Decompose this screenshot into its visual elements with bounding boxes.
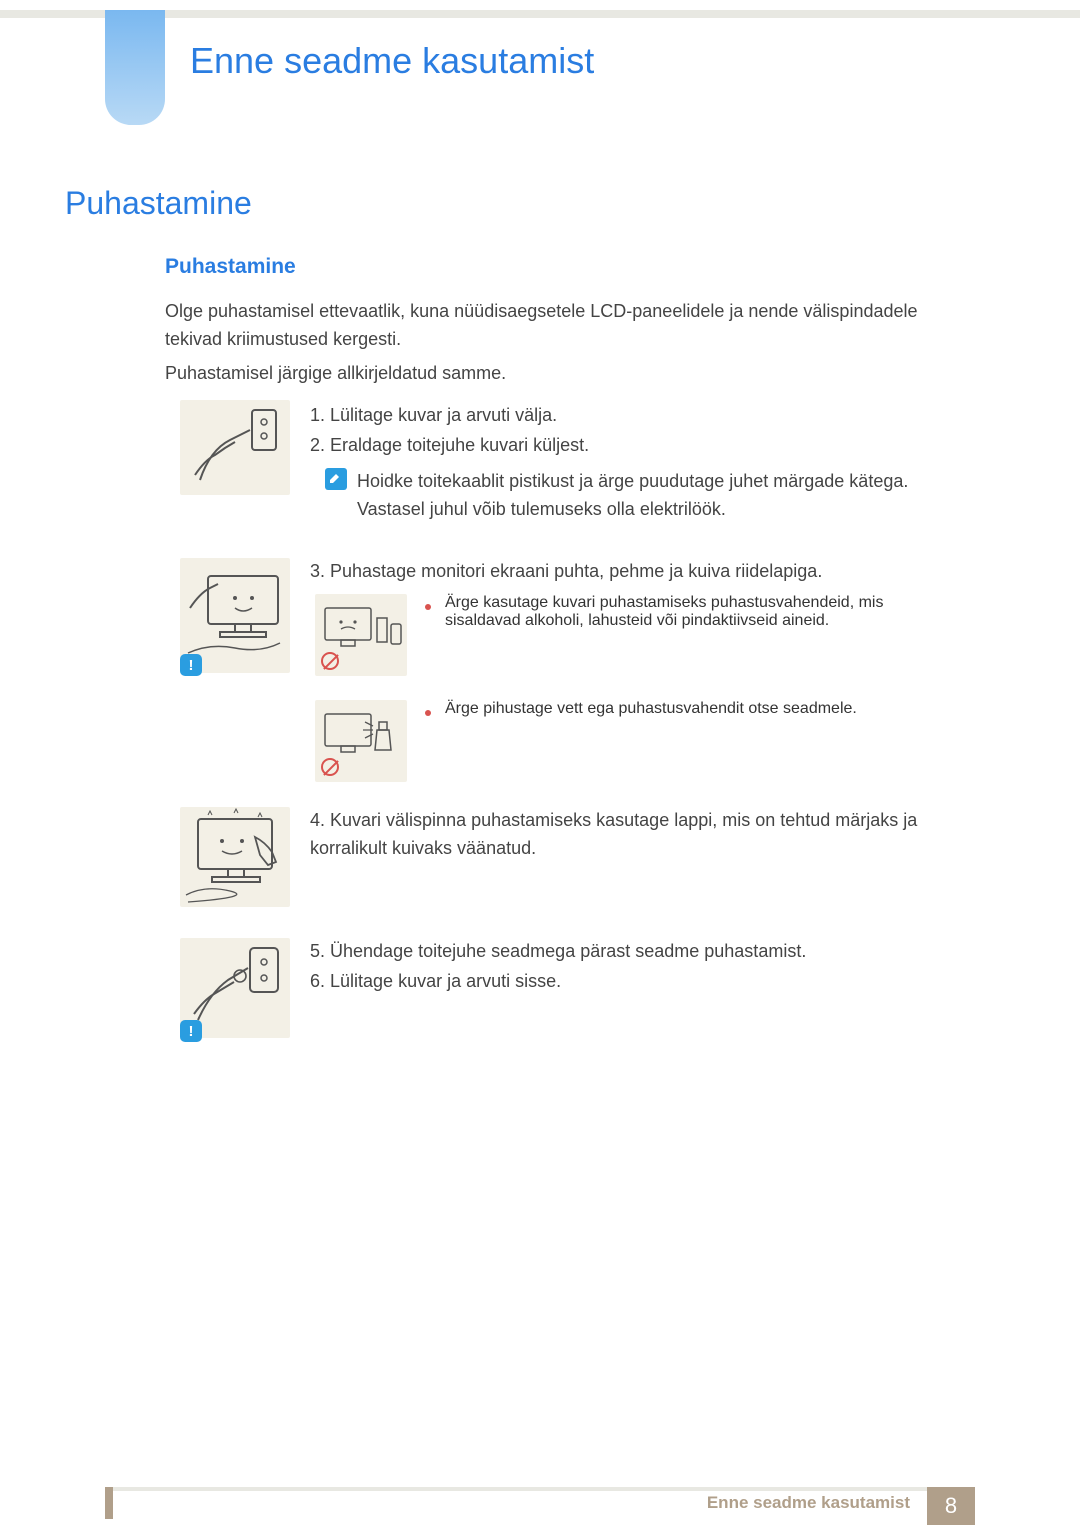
bullet-dot: [425, 604, 431, 610]
prohibited-icon: [321, 652, 339, 670]
step-6: 6. Lülitage kuvar ja arvuti sisse.: [310, 968, 950, 996]
footer-text: Enne seadme kasutamist: [707, 1493, 910, 1513]
footer-tab: [105, 1487, 113, 1519]
step-4: 4. Kuvari välispinna puhastamiseks kasut…: [310, 807, 950, 863]
bullet-dot: [425, 710, 431, 716]
intro-paragraph-1: Olge puhastamisel ettevaatlik, kuna nüüd…: [165, 298, 965, 354]
step-5: 5. Ühendage toitejuhe seadmega pärast se…: [310, 938, 950, 966]
intro-paragraph-2: Puhastamisel järgige allkirjeldatud samm…: [165, 360, 965, 388]
bullet-2-text: Ärge pihustage vett ega puhastusvahendit…: [445, 700, 857, 718]
prohibited-icon: [321, 758, 339, 776]
header-tab-graphic: [105, 10, 165, 125]
bullet-1-row: Ärge kasutage kuvari puhastamiseks puhas…: [315, 594, 955, 676]
chapter-title: Enne seadme kasutamist: [190, 40, 594, 82]
page-footer: Enne seadme kasutamist 8: [0, 1487, 1080, 1527]
illustration-wipe-exterior: [180, 807, 290, 907]
illustration-no-spray: [315, 700, 407, 782]
step-3: 3. Puhastage monitori ekraani puhta, peh…: [310, 558, 950, 586]
section-subheading: Puhastamine: [165, 255, 296, 279]
footer-page-number: 8: [927, 1487, 975, 1525]
bullet-1-text: Ärge kasutage kuvari puhastamiseks puhas…: [445, 594, 945, 630]
pen-icon: [325, 468, 347, 490]
step-2: 2. Eraldage toitejuhe kuvari küljest.: [310, 432, 950, 460]
footer-line: [105, 1487, 975, 1491]
info-icon: [180, 654, 202, 676]
section-title: Puhastamine: [65, 185, 252, 222]
info-icon: [180, 1020, 202, 1042]
illustration-unplug: [180, 400, 290, 495]
note-1-row: Hoidke toitekaablit pistikust ja ärge pu…: [325, 468, 945, 524]
note-1-text: Hoidke toitekaablit pistikust ja ärge pu…: [357, 468, 945, 524]
step-1: 1. Lülitage kuvar ja arvuti välja.: [310, 402, 950, 430]
bullet-2-row: Ärge pihustage vett ega puhastusvahendit…: [315, 700, 955, 782]
illustration-no-solvents: [315, 594, 407, 676]
